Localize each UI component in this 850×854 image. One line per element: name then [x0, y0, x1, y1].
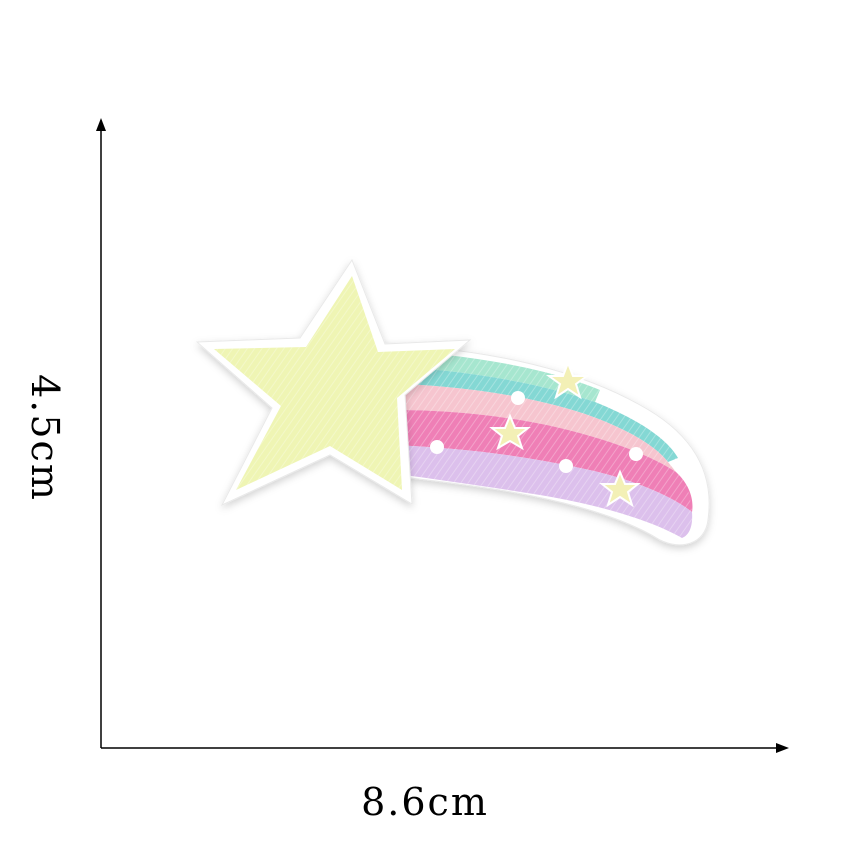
- star-stitch-texture: [214, 276, 455, 490]
- shooting-star-patch: [195, 258, 710, 546]
- tail-dot: [559, 459, 573, 473]
- mini-star-icon: [545, 360, 591, 400]
- height-dimension-label: 4.5cm: [23, 374, 67, 502]
- vertical-arrowhead-icon: [96, 118, 106, 131]
- dimension-axes: [96, 118, 789, 753]
- tail-dot: [430, 440, 444, 454]
- tail-dot: [629, 447, 643, 461]
- mini-star-icon: [489, 413, 531, 451]
- tail-dots: [430, 391, 643, 473]
- tail-mini-stars: [489, 360, 641, 508]
- horizontal-arrowhead-icon: [776, 743, 789, 753]
- tail-dot: [511, 391, 525, 405]
- mini-star-icon: [599, 469, 641, 508]
- width-dimension-label: 8.6cm: [361, 780, 489, 824]
